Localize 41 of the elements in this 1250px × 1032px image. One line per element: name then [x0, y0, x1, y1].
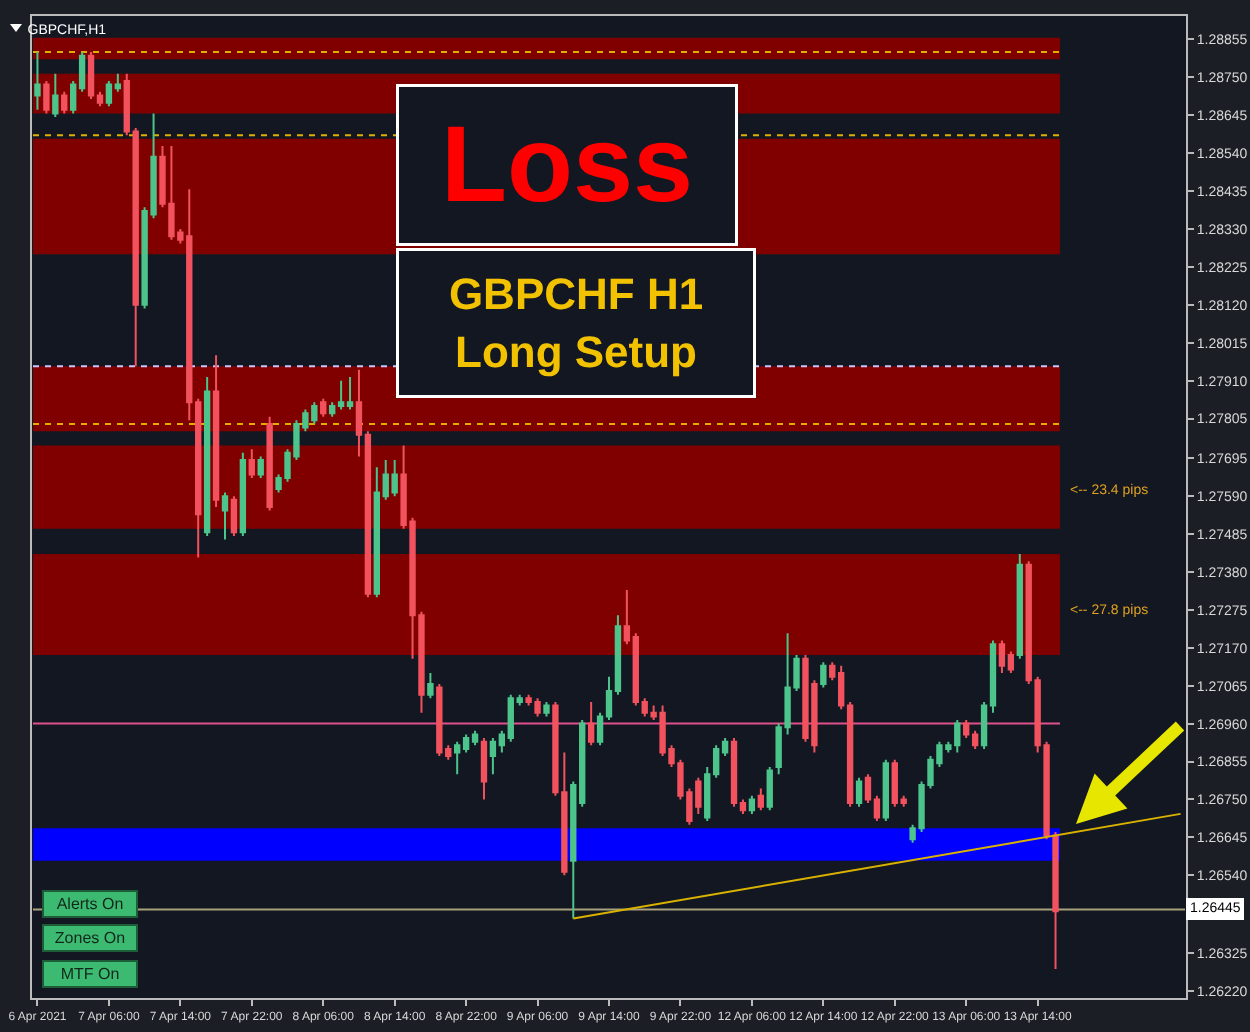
- candlestick: [748, 794, 756, 815]
- candlestick: [480, 737, 488, 801]
- candlestick: [43, 79, 50, 115]
- candlestick: [87, 51, 95, 101]
- candlestick: [230, 495, 238, 537]
- candlestick: [346, 376, 354, 411]
- candlestick: [820, 661, 827, 689]
- annotation: GBPCHF H1 Long Setup: [448, 269, 704, 377]
- candlestick: [34, 51, 41, 111]
- candlestick: [436, 682, 443, 758]
- candlestick: [52, 72, 59, 119]
- candlestick: [248, 448, 255, 480]
- candlestick: [998, 639, 1006, 675]
- candlestick: [543, 700, 550, 718]
- candlestick: [239, 451, 247, 537]
- candlestick: [266, 415, 273, 512]
- candlestick: [1052, 830, 1059, 971]
- candlestick: [105, 79, 113, 108]
- annotation: Loss: [440, 105, 694, 225]
- candlestick: [454, 740, 461, 776]
- candlestick: [1016, 552, 1023, 660]
- candlestick: [766, 765, 773, 812]
- annotation: Alerts On: [56, 895, 124, 913]
- candlestick: [587, 700, 595, 747]
- candlestick: [471, 729, 479, 747]
- candlestick: [757, 787, 764, 812]
- candlestick: [427, 672, 434, 700]
- candlestick: [61, 90, 68, 115]
- annotation: Zones On: [54, 929, 126, 947]
- candlestick: [489, 737, 497, 776]
- candlestick: [221, 491, 229, 541]
- candlestick: [337, 379, 345, 411]
- annotation: MTF On: [60, 965, 120, 983]
- candlestick: [730, 737, 738, 808]
- candlestick: [203, 376, 211, 537]
- candlestick: [855, 776, 863, 808]
- candlestick: [391, 459, 398, 498]
- candlestick: [212, 354, 220, 508]
- candlestick: [320, 397, 327, 418]
- candlestick: [257, 455, 264, 480]
- candlestick: [882, 758, 890, 823]
